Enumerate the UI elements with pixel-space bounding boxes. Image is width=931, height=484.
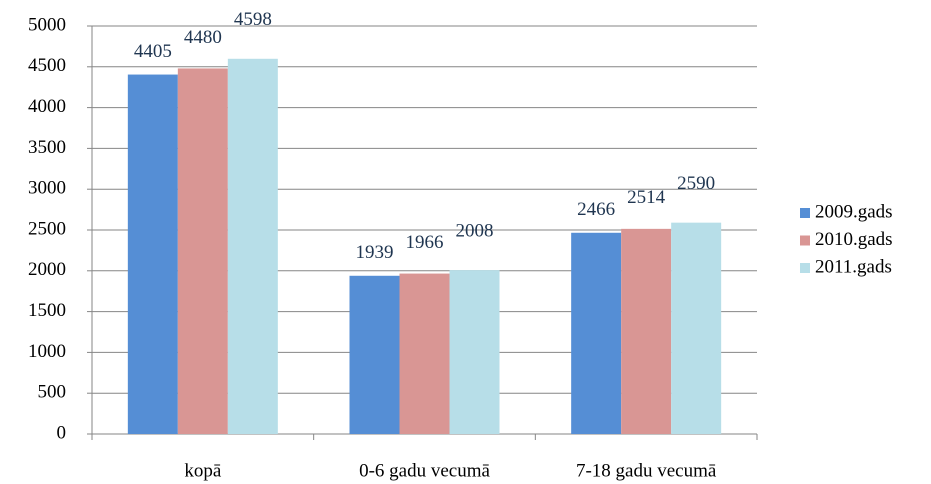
data-label: 2590 <box>677 173 715 194</box>
bar <box>349 275 400 434</box>
bar <box>671 222 722 434</box>
y-tick-label: 4500 <box>28 55 66 76</box>
y-tick-label: 4000 <box>28 96 66 117</box>
y-tick-label: 500 <box>38 382 67 403</box>
bar <box>571 232 622 434</box>
y-tick-label: 1000 <box>28 341 66 362</box>
data-label: 1966 <box>406 232 444 253</box>
x-tick-label: 0-6 gadu vecumā <box>359 460 490 481</box>
y-tick-label: 3000 <box>28 178 66 199</box>
bar <box>621 228 672 434</box>
data-label: 2514 <box>627 187 666 208</box>
legend-label: 2010.gads <box>815 229 893 250</box>
data-label: 2466 <box>577 199 615 220</box>
bar <box>449 270 500 434</box>
y-tick-label: 5000 <box>28 14 66 35</box>
legend-label: 2009.gads <box>815 201 893 222</box>
y-tick-label: 2000 <box>28 259 66 280</box>
data-label: 4405 <box>134 41 172 62</box>
bar <box>227 58 278 435</box>
y-tick-label: 2500 <box>28 218 66 239</box>
bar <box>127 74 178 434</box>
data-label: 4480 <box>184 27 222 48</box>
legend-swatch <box>800 235 810 246</box>
data-label: 2008 <box>456 221 494 242</box>
legend-swatch <box>800 208 810 218</box>
x-tick-label: kopā <box>184 460 222 481</box>
bar <box>399 273 450 434</box>
legend-swatch <box>800 263 810 273</box>
data-label: 1939 <box>356 242 394 263</box>
data-label: 4598 <box>234 9 272 30</box>
y-tick-label: 0 <box>57 422 67 443</box>
x-tick-label: 7-18 gadu vecumā <box>576 460 717 481</box>
bar <box>177 68 228 434</box>
y-tick-label: 1500 <box>28 300 66 321</box>
legend-label: 2011.gads <box>815 256 892 277</box>
y-tick-label: 3500 <box>28 137 66 158</box>
